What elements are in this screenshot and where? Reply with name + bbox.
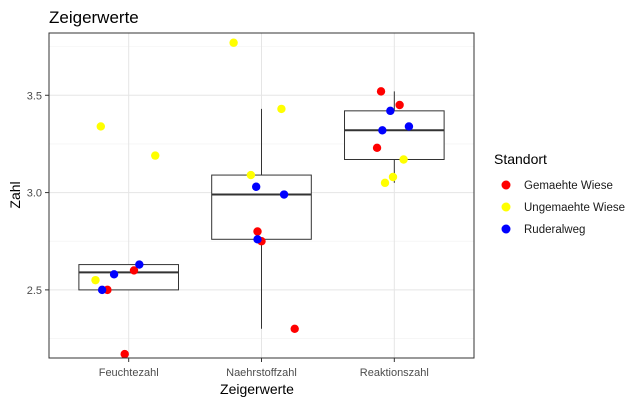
y-tick-label: 3.0	[27, 188, 42, 200]
data-point	[109, 270, 119, 279]
chart-title: Zeigerwerte	[49, 8, 139, 27]
data-point	[378, 126, 387, 135]
boxplot-reaktionszahl	[344, 91, 445, 183]
data-point	[388, 172, 398, 182]
data-point	[251, 182, 261, 191]
data-point	[151, 151, 160, 160]
box-iqr	[211, 174, 312, 240]
y-axis-title: Zahl	[7, 181, 23, 208]
box-iqr	[344, 110, 445, 160]
x-tick-label: Naehrstoffzahl	[226, 367, 297, 379]
legend-label: Gemaehte Wiese	[524, 180, 613, 192]
data-point	[277, 104, 286, 114]
legend-key	[501, 180, 511, 190]
legend-item: Ruderalweg	[501, 224, 585, 236]
data-point	[91, 275, 100, 285]
data-point	[279, 190, 289, 199]
legend-item: Gemaehte Wiese	[501, 180, 613, 192]
legend-title: Standort	[494, 151, 547, 167]
data-point	[129, 266, 139, 275]
data-point	[96, 122, 105, 131]
legend-key	[501, 202, 511, 212]
x-axis: Feuchtezahl Naehrstoffzahl Reaktionszahl	[99, 358, 429, 379]
data-point	[246, 170, 256, 180]
points	[91, 38, 414, 359]
legend-label: Ruderalweg	[524, 224, 585, 236]
data-point	[380, 178, 390, 188]
y-tick-label: 3.5	[27, 90, 42, 102]
data-point	[229, 38, 238, 47]
legend-item: Ungemaehte Wiese	[501, 202, 625, 214]
legend-label: Ungemaehte Wiese	[524, 202, 625, 214]
data-point	[135, 260, 144, 269]
data-point	[372, 143, 382, 153]
data-point	[253, 235, 262, 244]
y-axis: 2.5 3.0 3.5	[27, 90, 49, 297]
y-tick-label: 2.5	[27, 285, 42, 297]
data-point	[97, 285, 107, 295]
data-point	[290, 324, 299, 334]
data-point	[386, 106, 395, 116]
x-tick-label: Reaktionszahl	[360, 367, 429, 379]
x-tick-label: Feuchtezahl	[99, 367, 159, 379]
plot-panel	[48, 32, 475, 359]
data-point	[395, 100, 404, 110]
legend-key	[501, 224, 511, 234]
data-point	[120, 349, 129, 359]
data-point	[376, 87, 386, 96]
legend: Standort Gemaehte Wiese Ungemaehte Wiese R…	[494, 151, 625, 236]
data-point	[253, 227, 262, 236]
data-point	[399, 155, 408, 164]
x-axis-title: Zeigerwerte	[220, 381, 294, 397]
data-point	[404, 122, 414, 131]
